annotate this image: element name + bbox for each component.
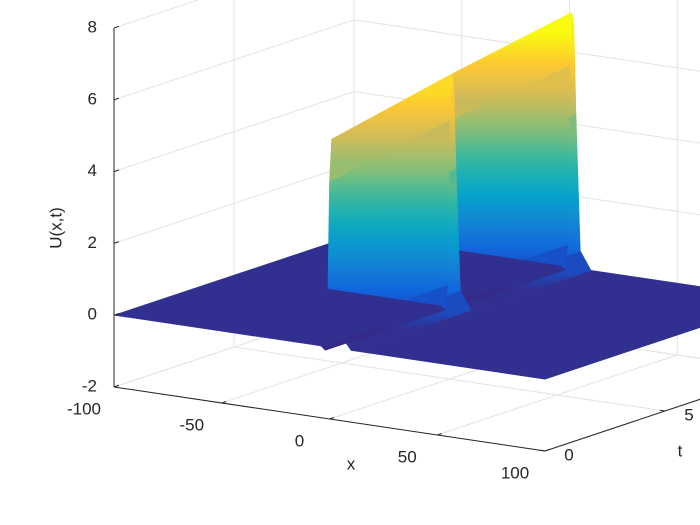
surface xyxy=(113,12,700,380)
z-axis-label: U(x,t) xyxy=(46,207,65,249)
x-tick-label: 100 xyxy=(501,463,529,482)
z-tick-label: 0 xyxy=(88,305,97,324)
t-tick-label: 5 xyxy=(684,405,693,424)
z-tick-label: 8 xyxy=(88,17,97,36)
x-tick-label: -50 xyxy=(179,415,204,434)
x-tick xyxy=(113,385,119,388)
x-tick-label: 50 xyxy=(398,447,417,466)
x-tick-label: -100 xyxy=(67,399,101,418)
z-tick xyxy=(113,313,120,316)
grid-line xyxy=(354,0,700,12)
z-tick xyxy=(113,97,120,101)
z-tick xyxy=(113,25,120,29)
z-tick-label: 2 xyxy=(88,233,97,252)
x-axis-label: x xyxy=(347,454,356,473)
z-tick xyxy=(113,241,120,244)
z-tick-label: 4 xyxy=(88,161,97,180)
t-tick xyxy=(539,449,546,452)
grid-line xyxy=(233,346,666,412)
x-tick xyxy=(221,401,227,404)
z-tick xyxy=(113,169,120,173)
t-tick xyxy=(659,409,666,412)
z-tick-label: -2 xyxy=(82,376,97,395)
surface-patch xyxy=(113,274,342,332)
t-tick-label: 0 xyxy=(564,445,573,464)
z-tick-label: 6 xyxy=(88,89,97,108)
x-tick xyxy=(329,417,335,420)
x-tick xyxy=(437,433,442,436)
x-tick xyxy=(544,449,550,452)
grid-line xyxy=(544,398,700,452)
t-axis xyxy=(544,398,700,452)
t-axis-label: t xyxy=(678,441,683,460)
grid-line xyxy=(113,0,200,29)
x-tick-label: 0 xyxy=(295,431,304,450)
